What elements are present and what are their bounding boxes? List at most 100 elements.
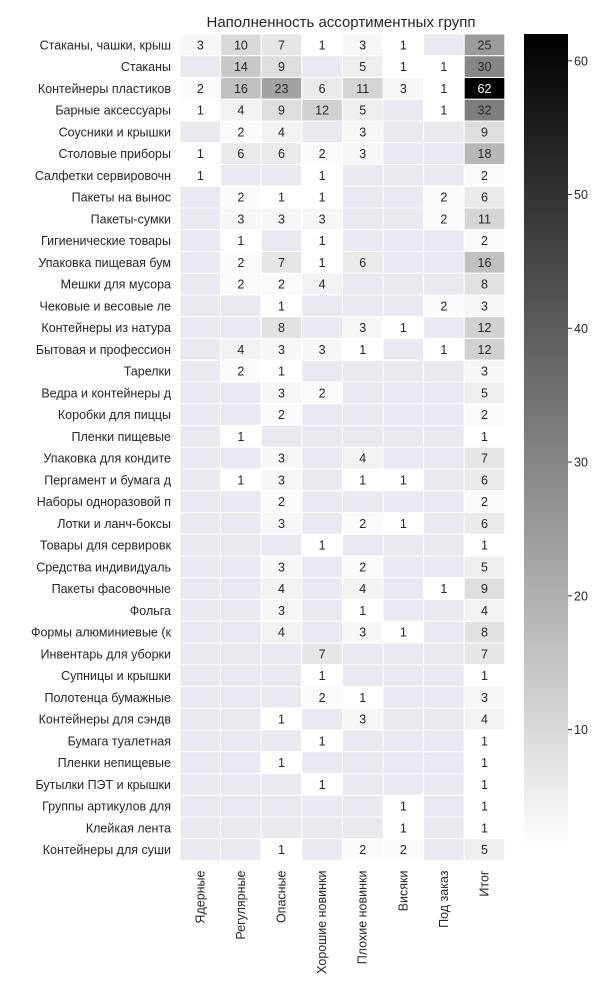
cell-value-label: 7 — [481, 647, 488, 661]
cell-value-label: 3 — [278, 452, 285, 466]
row-label: Полотенца бумажные — [44, 691, 171, 705]
cell-value-label: 1 — [440, 60, 447, 74]
heatmap-cell-empty — [179, 686, 222, 709]
cell-value-label: 11 — [478, 212, 491, 226]
cell-value-label: 5 — [481, 386, 488, 400]
column-label: Ядерные — [193, 870, 207, 923]
heatmap-cell-empty — [220, 620, 262, 644]
heatmap-cell-empty — [382, 599, 425, 622]
cell-value-label: 6 — [359, 256, 366, 270]
colorbar-tick-label: 40 — [574, 322, 588, 336]
heatmap-cell-empty — [423, 729, 465, 753]
column-label: Итог — [478, 870, 492, 897]
heatmap-cell-empty — [423, 751, 465, 774]
cell-value-label: 7 — [319, 647, 326, 661]
cell-value-label: 2 — [400, 843, 407, 857]
cell-value-label: 1 — [400, 60, 407, 74]
heatmap-cell-empty — [341, 751, 384, 774]
heatmap-cell-empty — [423, 446, 465, 470]
cell-value-label: 2 — [440, 191, 447, 205]
heatmap-cell-empty — [260, 794, 303, 818]
row-label: Столовые приборы — [59, 147, 171, 161]
heatmap-cell-empty — [301, 120, 343, 144]
heatmap-cell-empty — [260, 642, 303, 666]
cell-value-label: 4 — [278, 582, 285, 596]
heatmap-cell-empty — [423, 251, 465, 274]
heatmap-cell-empty — [179, 751, 222, 774]
cell-value-label: 1 — [197, 104, 204, 118]
heatmap-cell-empty — [423, 403, 465, 426]
heatmap-cell-empty — [220, 403, 262, 426]
heatmap-cell-empty — [423, 33, 465, 57]
heatmap-cell-empty — [179, 403, 222, 426]
cell-value-label: 3 — [319, 343, 326, 357]
cell-value-label: 1 — [359, 604, 366, 618]
heatmap-cell-empty — [341, 642, 384, 666]
cell-value-label: 1 — [278, 365, 285, 379]
row-label: Мешки для мусора — [61, 278, 171, 292]
cell-value-label: 1 — [400, 38, 407, 52]
column-label: Под заказ — [437, 870, 451, 928]
heatmap-cell-empty — [341, 729, 384, 753]
row-label: Тарелки — [124, 365, 171, 379]
heatmap-cell-empty — [220, 816, 262, 840]
heatmap-cell-empty — [423, 142, 465, 165]
cell-value-label: 16 — [478, 256, 492, 270]
cell-value-label: 11 — [356, 82, 369, 96]
heatmap-cell-empty — [179, 381, 222, 405]
colorbar-tick-label: 50 — [574, 188, 588, 202]
cell-value-label: 1 — [197, 147, 204, 161]
heatmap-cell-empty — [341, 794, 384, 818]
cell-value-label: 4 — [237, 343, 244, 357]
cell-value-label: 2 — [319, 691, 326, 705]
column-label: Висяки — [396, 870, 410, 911]
heatmap-cell-empty — [382, 185, 425, 209]
heatmap-cell-empty — [220, 294, 262, 318]
heatmap-cell-empty — [301, 816, 343, 840]
heatmap-cell-empty — [301, 555, 343, 579]
heatmap-cell-empty — [260, 229, 303, 252]
cell-value-label: 1 — [400, 321, 407, 335]
row-label: Салфетки сервировочн — [35, 169, 171, 183]
cell-value-label: 2 — [237, 278, 244, 292]
cell-value-label: 1 — [278, 299, 285, 313]
row-label: Коробки для пиццы — [58, 408, 171, 422]
cell-value-label: 1 — [481, 734, 488, 748]
row-label: Упаковка для кондите — [43, 452, 171, 466]
cell-value-label: 3 — [359, 626, 366, 640]
cell-value-label: 2 — [481, 495, 488, 509]
colorbar-tick-label: 20 — [574, 589, 588, 603]
heatmap-cell-empty — [220, 686, 262, 709]
heatmap-cell-empty — [179, 533, 222, 557]
cell-value-label: 1 — [319, 256, 326, 270]
heatmap-cell-empty — [179, 794, 222, 818]
cell-value-label: 7 — [481, 452, 488, 466]
heatmap-cell-empty — [382, 729, 425, 753]
heatmap-cell-empty — [260, 533, 303, 557]
heatmap-cell-empty — [179, 468, 222, 492]
heatmap-cell-empty — [179, 316, 222, 339]
heatmap-cell-empty — [179, 359, 222, 383]
heatmap-cell-empty — [301, 577, 343, 600]
heatmap-cell-empty — [341, 229, 384, 252]
heatmap-cell-empty — [341, 490, 384, 513]
cell-value-label: 4 — [237, 104, 244, 118]
heatmap-cell-empty — [301, 751, 343, 774]
cell-value-label: 1 — [481, 778, 488, 792]
heatmap-cell-empty — [179, 773, 222, 796]
heatmap-cell-empty — [423, 229, 465, 252]
cell-value-label: 1 — [237, 430, 244, 444]
heatmap-cell-empty — [301, 425, 343, 448]
row-label: Пленки непищевые — [58, 756, 171, 770]
heatmap-cell-empty — [382, 686, 425, 709]
row-label: Инвентарь для уборки — [41, 647, 171, 661]
heatmap-cell-empty — [220, 512, 262, 535]
heatmap-cell-empty — [341, 533, 384, 557]
cell-value-label: 1 — [400, 821, 407, 835]
cell-value-label: 1 — [197, 169, 204, 183]
heatmap-cell-empty — [260, 425, 303, 448]
cell-value-label: 1 — [481, 430, 488, 444]
cell-value-label: 1 — [278, 756, 285, 770]
